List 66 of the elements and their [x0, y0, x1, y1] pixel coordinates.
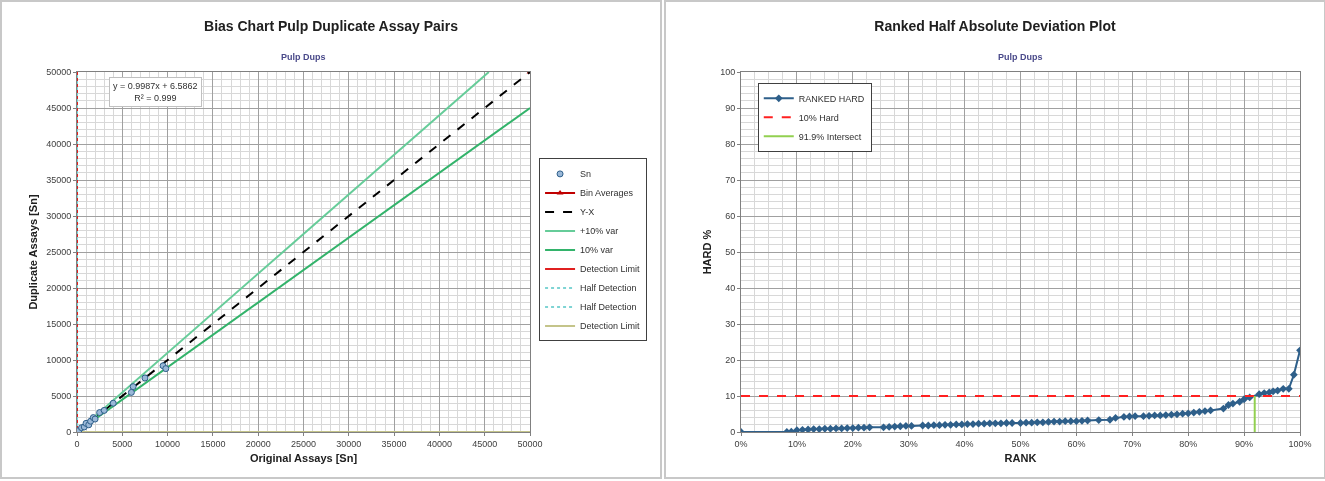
x-tick-label: 90% — [1235, 438, 1254, 449]
y-tick-label: 60 — [725, 211, 736, 222]
x-tick-label: 40000 — [426, 438, 452, 449]
x-axis-title: Original Assays [Sn] — [249, 452, 358, 464]
x-tick-label: 0% — [734, 438, 748, 449]
y-tick-label: 0 — [730, 427, 736, 438]
annotation: R² = 0.999 — [134, 92, 177, 103]
x-tick-label: 50000 — [517, 438, 543, 449]
y-tick-label: 90 — [725, 103, 736, 114]
legend-label: Half Detection — [580, 283, 637, 294]
y-tick-label: 20 — [725, 355, 736, 366]
y-tick-label: 40 — [725, 283, 736, 294]
x-tick-label: 35000 — [381, 438, 407, 449]
x-tick-label: 80% — [1179, 438, 1198, 449]
chart-subtitle: Pulp Dups — [998, 52, 1043, 62]
y-tick-label: 50000 — [46, 67, 72, 78]
y-tick-label: 25000 — [46, 247, 72, 258]
x-tick-label: 15000 — [200, 438, 226, 449]
x-tick-label: 10000 — [155, 438, 181, 449]
y-tick-label: 40000 — [46, 139, 72, 150]
x-tick-label: 0 — [74, 438, 80, 449]
y-tick-label: 50 — [725, 247, 736, 258]
y-tick-label: 10 — [725, 391, 736, 402]
x-tick-label: 40% — [955, 438, 974, 449]
legend-label: 10% var — [580, 245, 614, 256]
y-tick-label: 80 — [725, 139, 736, 150]
y-tick-label: 5000 — [51, 391, 72, 402]
chart-title: Bias Chart Pulp Duplicate Assay Pairs — [204, 17, 459, 34]
y-tick-label: 100 — [720, 67, 736, 78]
y-tick-label: 0 — [66, 427, 72, 438]
y-tick-label: 10000 — [46, 355, 72, 366]
x-tick-label: 45000 — [472, 438, 498, 449]
legend-label: Detection Limit — [580, 321, 641, 332]
y-tick-label: 30000 — [46, 211, 72, 222]
legend-label: 10% Hard — [798, 112, 839, 123]
x-tick-label: 30000 — [336, 438, 362, 449]
x-tick-label: 20000 — [245, 438, 271, 449]
annotation: y = 0.9987x + 6.5862 — [113, 81, 198, 91]
legend-label: 91.9% Intersect — [798, 131, 862, 142]
x-tick-label: 20% — [843, 438, 862, 449]
x-tick-label: 30% — [899, 438, 918, 449]
legend-label: Half Detection — [580, 302, 637, 313]
x-tick-label: 100% — [1288, 438, 1312, 449]
legend-label: +10% var — [580, 226, 619, 237]
y-tick-label: 30 — [725, 319, 736, 330]
legend-label: Bin Averages — [580, 188, 634, 199]
x-tick-label: 50% — [1011, 438, 1030, 449]
y-tick-label: 35000 — [46, 175, 72, 186]
y-axis-title: Duplicate Assays [Sn] — [26, 194, 39, 310]
x-tick-label: 60% — [1067, 438, 1086, 449]
x-tick-label: 5000 — [112, 438, 133, 449]
legend-label: Y-X — [580, 207, 595, 218]
y-tick-label: 20000 — [46, 283, 72, 294]
chart-title: Ranked Half Absolute Deviation Plot — [874, 17, 1117, 34]
y-tick-label: 70 — [725, 175, 736, 186]
chart-subtitle: Pulp Dups — [281, 52, 326, 62]
y-axis-title: HARD % — [700, 229, 713, 275]
legend-label: Sn — [580, 169, 592, 180]
y-tick-label: 15000 — [46, 319, 72, 330]
legend-label: Detection Limit — [580, 264, 641, 275]
legend-label: RANKED HARD — [798, 93, 865, 104]
y-tick-label: 45000 — [46, 103, 72, 114]
x-tick-label: 25000 — [290, 438, 317, 449]
x-tick-label: 10% — [787, 438, 806, 449]
x-axis-title: RANK — [1004, 452, 1037, 464]
x-tick-label: 70% — [1123, 438, 1142, 449]
